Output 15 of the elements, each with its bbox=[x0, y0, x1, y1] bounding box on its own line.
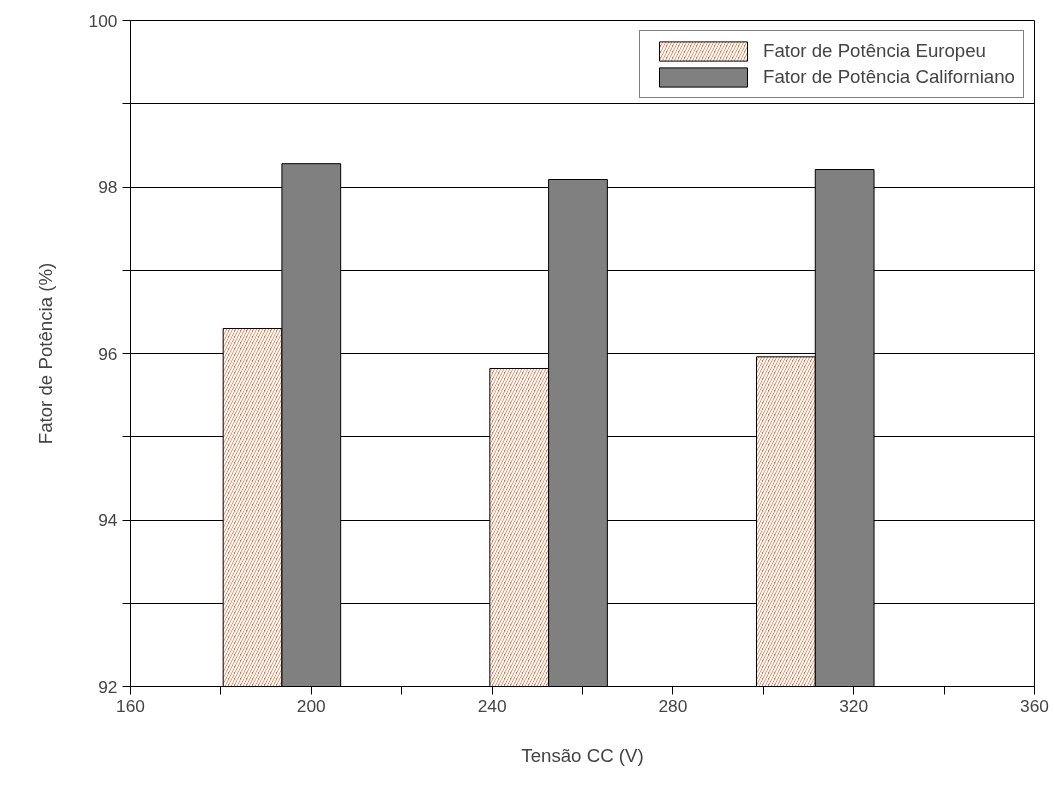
x-tick-label: 280 bbox=[658, 695, 688, 716]
x-tick-label: 240 bbox=[477, 695, 507, 716]
legend-label: Fator de Potência Californiano bbox=[762, 66, 1015, 88]
legend-label: Fator de Potência Europeu bbox=[762, 40, 986, 62]
y-tick-label: 98 bbox=[98, 177, 118, 197]
y-tick-label: 94 bbox=[98, 510, 118, 530]
y-tick-label: 100 bbox=[88, 10, 118, 31]
x-tick-label: 200 bbox=[296, 695, 326, 716]
y-tick-label: 92 bbox=[98, 676, 118, 697]
x-axis-title: Tensão CC (V) bbox=[521, 744, 644, 766]
x-tick-label: 320 bbox=[839, 695, 869, 716]
y-axis-title: Fator de Potência (%) bbox=[34, 262, 56, 445]
y-tick-label: 96 bbox=[98, 343, 118, 364]
x-tick-label: 160 bbox=[116, 695, 145, 716]
x-tick-label: 360 bbox=[1020, 695, 1049, 716]
